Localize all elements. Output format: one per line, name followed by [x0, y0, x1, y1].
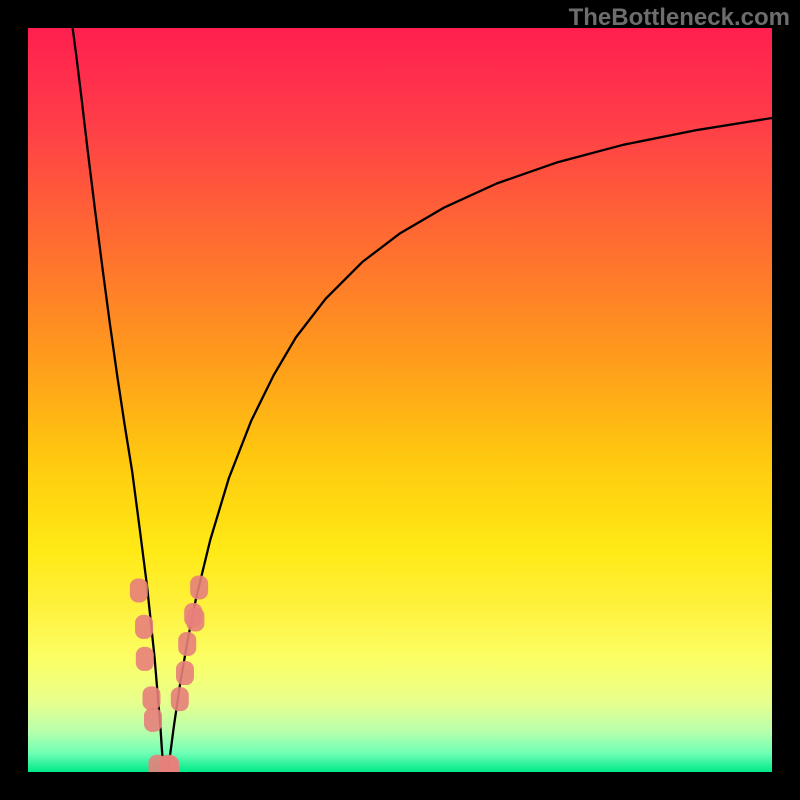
datapoint-marker	[130, 578, 148, 602]
datapoint-marker	[176, 661, 194, 685]
plot-area	[28, 28, 772, 772]
datapoint-marker	[136, 647, 154, 671]
datapoint-marker	[190, 575, 208, 599]
chart-canvas: TheBottleneck.com	[0, 0, 800, 800]
datapoint-marker	[171, 687, 189, 711]
datapoint-marker	[186, 607, 204, 631]
watermark-text: TheBottleneck.com	[569, 4, 790, 32]
datapoint-marker	[178, 632, 196, 656]
datapoint-marker	[161, 756, 179, 772]
datapoint-marker	[144, 708, 162, 732]
datapoint-marker	[143, 686, 161, 710]
chart-svg	[28, 28, 772, 772]
datapoint-marker	[135, 615, 153, 639]
